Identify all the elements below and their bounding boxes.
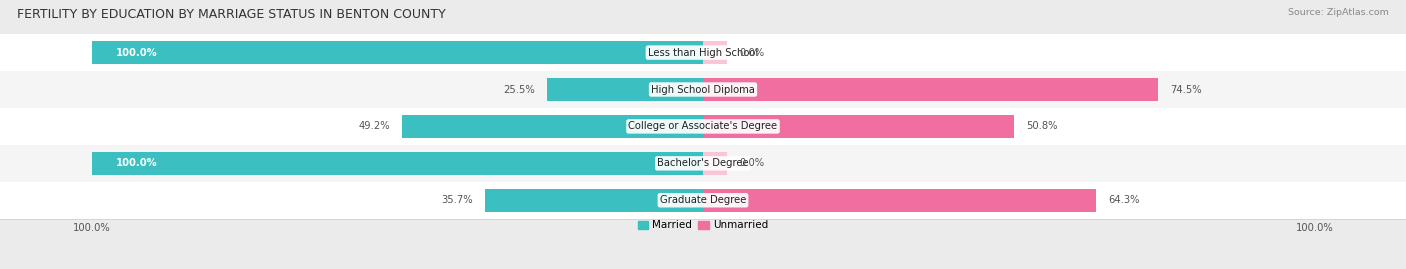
Bar [485,189,703,212]
Bar [402,115,703,138]
FancyBboxPatch shape [0,182,1406,219]
Text: FERTILITY BY EDUCATION BY MARRIAGE STATUS IN BENTON COUNTY: FERTILITY BY EDUCATION BY MARRIAGE STATU… [17,8,446,21]
Text: 49.2%: 49.2% [359,121,389,132]
Text: 64.3%: 64.3% [1108,195,1140,205]
Text: High School Diploma: High School Diploma [651,84,755,94]
Text: 74.5%: 74.5% [1171,84,1202,94]
Text: 50.8%: 50.8% [1026,121,1057,132]
Text: 35.7%: 35.7% [441,195,472,205]
Text: 100.0%: 100.0% [117,158,157,168]
Text: Source: ZipAtlas.com: Source: ZipAtlas.com [1288,8,1389,17]
Text: Less than High School: Less than High School [648,48,758,58]
Bar [703,152,727,175]
Bar [91,41,703,64]
FancyBboxPatch shape [0,145,1406,182]
Text: 0.0%: 0.0% [740,48,765,58]
Bar [703,115,1014,138]
Text: 100.0%: 100.0% [117,48,157,58]
Text: Graduate Degree: Graduate Degree [659,195,747,205]
Bar [703,189,1097,212]
Text: 0.0%: 0.0% [740,158,765,168]
Text: College or Associate's Degree: College or Associate's Degree [628,121,778,132]
FancyBboxPatch shape [0,108,1406,145]
FancyBboxPatch shape [0,71,1406,108]
Bar [703,41,727,64]
Bar [547,78,703,101]
Text: Bachelor's Degree: Bachelor's Degree [657,158,749,168]
Legend: Married, Unmarried: Married, Unmarried [638,220,768,231]
Text: 25.5%: 25.5% [503,84,534,94]
Bar [91,152,703,175]
FancyBboxPatch shape [0,34,1406,71]
Bar [703,78,1159,101]
